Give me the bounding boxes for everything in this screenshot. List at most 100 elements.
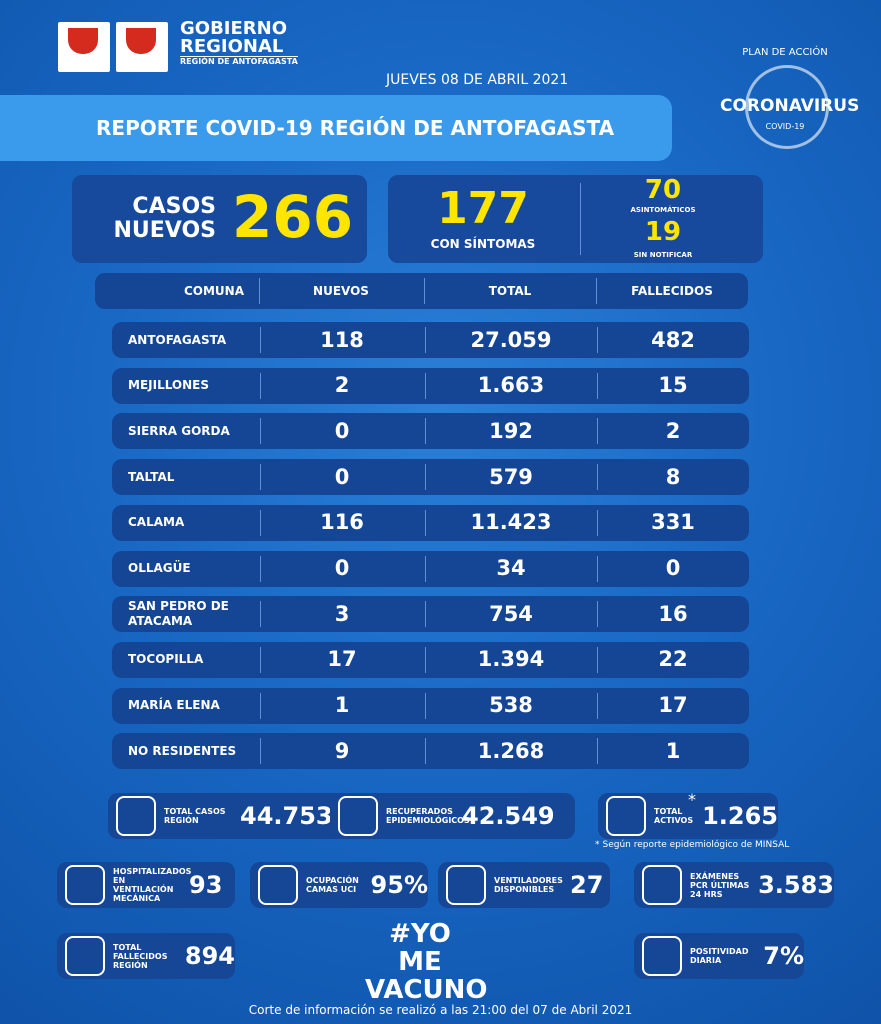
separator — [597, 646, 598, 673]
cell-value: 0 — [334, 556, 350, 580]
asterisk: * — [688, 790, 696, 809]
unreported-value: 19 — [644, 217, 682, 247]
asymptomatic-label: ASINTOMÁTICOS — [630, 206, 696, 214]
column-header: FALLECIDOS — [631, 284, 713, 298]
cell-value: 34 — [496, 556, 526, 580]
cell-value: 579 — [489, 464, 533, 489]
stat-box: POSITIVIDAD DIARIA 7% — [634, 933, 804, 979]
stat-label: RECUPERADOS EPIDEMIOLÓGICOS — [386, 807, 470, 825]
stat-value: 7% — [763, 942, 804, 970]
title-bar: REPORTE COVID-19 REGIÓN DE ANTOFAGASTA — [0, 95, 672, 161]
table-row: TALTAL 0 579 8 — [112, 459, 749, 496]
separator — [425, 509, 426, 536]
symptoms-label: CON SÍNTOMAS — [430, 237, 536, 251]
gov-line: REGIÓN DE ANTOFAGASTA — [180, 56, 298, 66]
separator — [425, 372, 426, 399]
stat-label: OCUPACIÓN CAMAS UCI — [306, 876, 359, 894]
stat-label: EXÁMENES PCR ÚLTIMAS 24 HRS — [690, 871, 750, 899]
separator — [425, 738, 426, 765]
separator — [260, 418, 261, 445]
cell-value: 482 — [651, 327, 695, 352]
separator — [425, 646, 426, 673]
separator — [260, 327, 261, 353]
stat-icon — [446, 865, 486, 905]
separator — [425, 418, 426, 445]
commune-name: TOCOPILLA — [128, 652, 204, 667]
table-row: SIERRA GORDA 0 192 2 — [112, 413, 749, 450]
cell-value: 1 — [334, 693, 350, 718]
stat-box: TOTAL FALLECIDOS REGIÓN 894 — [57, 933, 235, 979]
column-header: COMUNA — [183, 284, 245, 298]
table-row: MARÍA ELENA 1 538 17 — [112, 687, 749, 724]
table-row: SAN PEDRO DE ATACAMA 3 754 16 — [112, 596, 749, 633]
column-header: TOTAL — [488, 284, 532, 298]
stat-label: HOSPITALIZADOS EN VENTILACIÓN MECÁNICA — [113, 867, 192, 903]
stat-icon — [606, 796, 646, 836]
separator — [597, 372, 598, 399]
cell-value: 8 — [665, 464, 681, 489]
stat-label: TOTAL ACTIVOS — [654, 807, 694, 825]
commune-name: TALTAL — [128, 469, 175, 484]
stat-icon — [116, 796, 156, 836]
cell-value: 1.268 — [477, 738, 545, 763]
cell-value: 11.423 — [470, 510, 552, 535]
commune-name: SAN PEDRO DE ATACAMA — [128, 599, 229, 629]
separator — [597, 509, 598, 536]
footnote-text: Según reporte epidemiológico de MINSAL — [602, 840, 790, 850]
badge-top: PLAN DE ACCIÓN — [742, 47, 828, 58]
commune-name: NO RESIDENTES — [128, 743, 237, 758]
cell-value: 0 — [665, 556, 681, 580]
cell-value: 2 — [334, 373, 350, 398]
separator — [260, 692, 261, 719]
stat-box: VENTILADORES DISPONIBLES 27 — [438, 862, 610, 908]
stat-box: OCUPACIÓN CAMAS UCI 95% — [250, 862, 428, 908]
badge: PLAN DE ACCIÓN CORONAVIRUS COVID-19 — [720, 45, 859, 165]
separator — [425, 464, 426, 491]
new-cases-box: CASOS NUEVOS 266 — [72, 175, 367, 263]
separator — [260, 738, 261, 765]
cell-value: 22 — [658, 647, 688, 672]
logo — [58, 22, 110, 72]
stat-label: TOTAL FALLECIDOS REGIÓN — [113, 942, 168, 970]
stat-value: 42.549 — [462, 802, 555, 830]
separator — [424, 278, 425, 304]
separator — [597, 418, 598, 445]
commune-name: ANTOFAGASTA — [128, 332, 227, 347]
commune-name: SIERRA GORDA — [128, 423, 230, 438]
cell-value: 1.394 — [477, 647, 545, 672]
separator — [597, 692, 598, 719]
commune-name: OLLAGÜE — [128, 561, 191, 575]
divider — [580, 183, 581, 255]
stat-icon — [642, 865, 682, 905]
table-header: COMUNA NUEVOS TOTAL FALLECIDOS — [95, 273, 748, 309]
new-cases-value: 266 — [232, 183, 354, 251]
separator — [260, 372, 261, 399]
stat-value: 27 — [570, 871, 604, 899]
stat-value: 3.583 — [758, 871, 834, 899]
stat-value: 95% — [370, 871, 428, 899]
separator — [597, 555, 598, 582]
badge-sub: COVID-19 — [765, 122, 805, 131]
cell-value: 192 — [489, 418, 533, 443]
separator — [260, 464, 261, 491]
stat-box: EXÁMENES PCR ÚLTIMAS 24 HRS 3.583 — [634, 862, 834, 908]
stat-icon — [642, 936, 682, 976]
table-row: OLLAGÜE 0 34 0 — [112, 550, 749, 587]
stat-box: TOTAL ACTIVOS 1.265 — [598, 793, 778, 839]
separator — [425, 327, 426, 353]
table-row: NO RESIDENTES 9 1.268 1 — [112, 733, 749, 770]
stat-box: HOSPITALIZADOS EN VENTILACIÓN MECÁNICA 93 — [57, 862, 235, 908]
separator — [597, 738, 598, 765]
separator — [596, 278, 597, 304]
separator — [597, 464, 598, 491]
table-row: TOCOPILLA 17 1.394 22 — [112, 641, 749, 678]
cell-value: 1.663 — [477, 373, 545, 398]
stat-box: RECUPERADOS EPIDEMIOLÓGICOS 42.549 — [330, 793, 575, 839]
table-row: ANTOFAGASTA 118 27.059 482 — [112, 322, 749, 358]
stat-label: POSITIVIDAD DIARIA — [690, 947, 749, 965]
cell-value: 3 — [334, 601, 350, 626]
unreported-label: SIN NOTIFICAR — [633, 251, 693, 259]
logo — [116, 22, 168, 72]
footnote: * Según reporte epidemiológico de MINSAL — [595, 840, 789, 850]
cell-value: 17 — [658, 693, 688, 718]
